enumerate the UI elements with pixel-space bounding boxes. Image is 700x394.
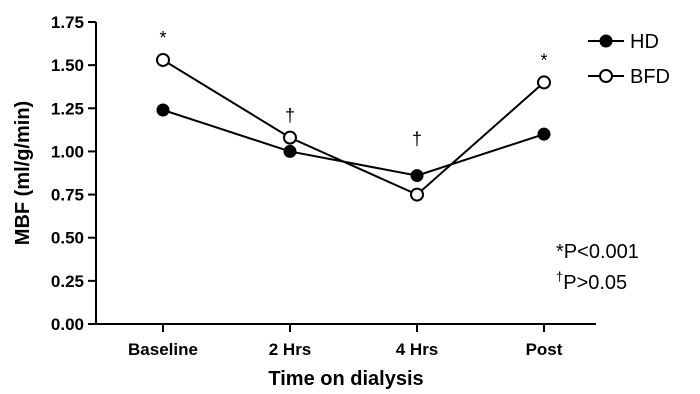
significance-marks: * † † * xyxy=(159,28,547,149)
x-axis-title: Time on dialysis xyxy=(268,368,423,390)
y-tick-label: 1.25 xyxy=(51,99,84,118)
annotation-p001-text: P<0.001 xyxy=(564,241,639,263)
y-ticks: 0.00 0.25 0.50 0.75 1.00 1.25 1.50 1.75 xyxy=(51,13,96,334)
data-point-bfd xyxy=(410,187,424,202)
x-ticks: Baseline 2 Hrs 4 Hrs Post xyxy=(128,324,563,359)
annotation-p005-text: P>0.05 xyxy=(563,272,627,294)
y-axis-title: MBF (ml/g/min) xyxy=(12,101,34,245)
legend: HD BFD xyxy=(588,31,670,88)
y-tick-label: 0.00 xyxy=(51,315,84,334)
data-point-bfd xyxy=(156,52,170,67)
y-tick-label: 1.00 xyxy=(51,142,84,161)
y-tick-label: 0.75 xyxy=(51,186,84,205)
data-point-hd xyxy=(156,103,170,117)
legend-bfd-label: BFD xyxy=(630,66,670,88)
x-tick-label: Post xyxy=(526,340,563,359)
data-point-hd xyxy=(537,127,551,141)
series-line-hd xyxy=(162,109,545,177)
y-tick-label: 1.50 xyxy=(51,56,84,75)
series-layer xyxy=(156,52,551,202)
significance-mark: † xyxy=(412,129,422,149)
x-tick-label: 4 Hrs xyxy=(396,340,439,359)
y-tick-label: 0.50 xyxy=(51,229,84,248)
data-point-hd xyxy=(283,144,297,158)
annotation-p005: †P>0.05 xyxy=(556,269,627,294)
y-tick-label: 0.25 xyxy=(51,272,84,291)
legend-hd-marker xyxy=(599,34,613,48)
annotation-p001: *P<0.001 xyxy=(556,241,639,263)
significance-mark: † xyxy=(285,106,295,126)
legend-bfd-marker xyxy=(599,69,613,83)
y-tick-label: 1.75 xyxy=(51,13,84,32)
series-line-bfd xyxy=(162,59,545,196)
data-point-hd xyxy=(410,169,424,183)
x-tick-label: 2 Hrs xyxy=(269,340,312,359)
legend-hd-label: HD xyxy=(630,31,659,53)
data-point-bfd xyxy=(537,75,551,90)
significance-mark: * xyxy=(540,50,547,70)
data-point-bfd xyxy=(283,130,297,145)
significance-mark: * xyxy=(159,28,166,48)
x-tick-label: Baseline xyxy=(128,340,198,359)
annotation-p005-symbol: † xyxy=(556,269,563,284)
p-value-annotations: *P<0.001 †P>0.05 xyxy=(556,241,639,294)
annotation-p001-symbol: * xyxy=(556,241,564,263)
